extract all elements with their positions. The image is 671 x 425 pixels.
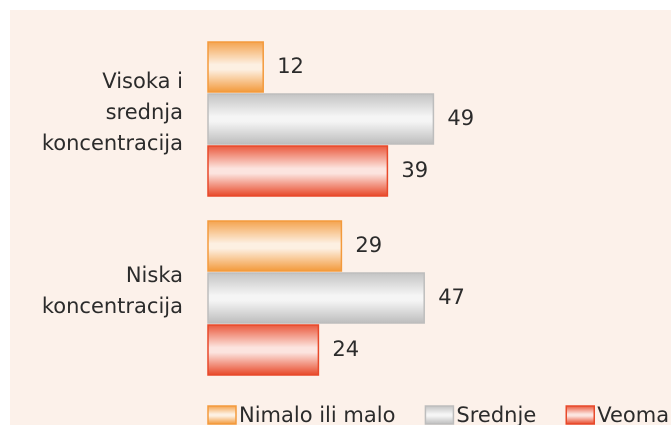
bar: [207, 272, 425, 324]
bar: [207, 41, 264, 93]
value-label: 12: [277, 54, 304, 78]
legend-swatch: [207, 405, 237, 425]
bar: [207, 93, 435, 145]
legend-swatch: [565, 405, 595, 425]
value-label: 24: [332, 337, 359, 361]
category-label: Visoka i srednja koncentracija: [41, 68, 183, 155]
value-label: 49: [447, 106, 474, 130]
chart-background: [10, 10, 671, 425]
legend-swatch: [424, 405, 455, 425]
value-label: 29: [355, 233, 382, 257]
legend-label: Srednje: [456, 403, 536, 425]
bar: [207, 220, 343, 272]
value-label: 47: [438, 285, 465, 309]
bar: [207, 324, 320, 376]
value-label: 39: [401, 158, 428, 182]
legend-label: Veoma: [597, 403, 669, 425]
category-label: Niska koncentracija: [41, 263, 183, 318]
legend-label: Nimalo ili malo: [239, 403, 395, 425]
bar: [207, 145, 389, 197]
